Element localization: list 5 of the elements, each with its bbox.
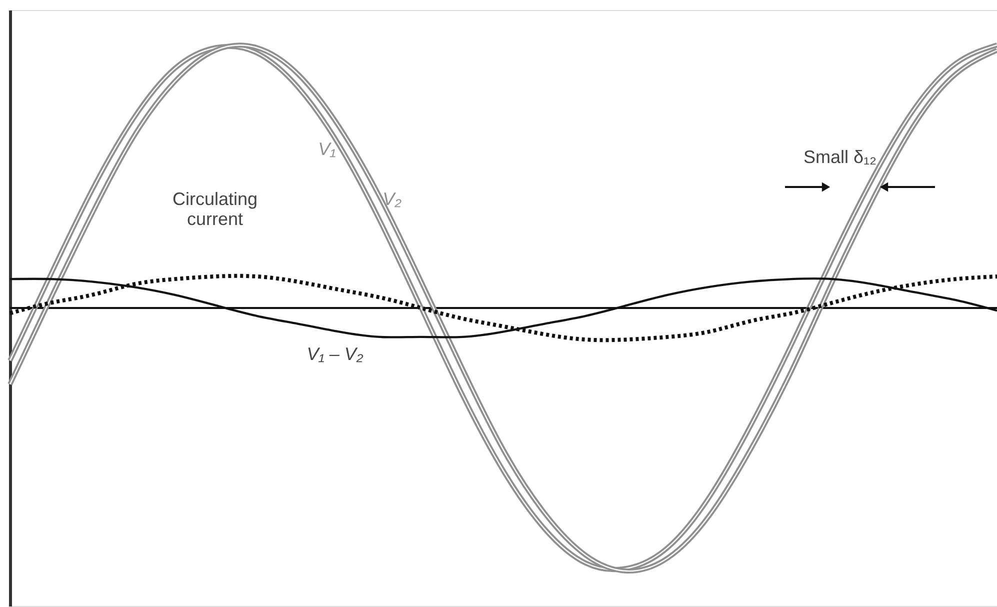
text: Circulating current [172,189,258,229]
series-label: V₁ [318,139,336,159]
annotation: Small δ₁₂ [803,147,877,167]
series-label: V₂ [382,189,402,209]
series-label: V₁ – V₂ [306,344,364,364]
